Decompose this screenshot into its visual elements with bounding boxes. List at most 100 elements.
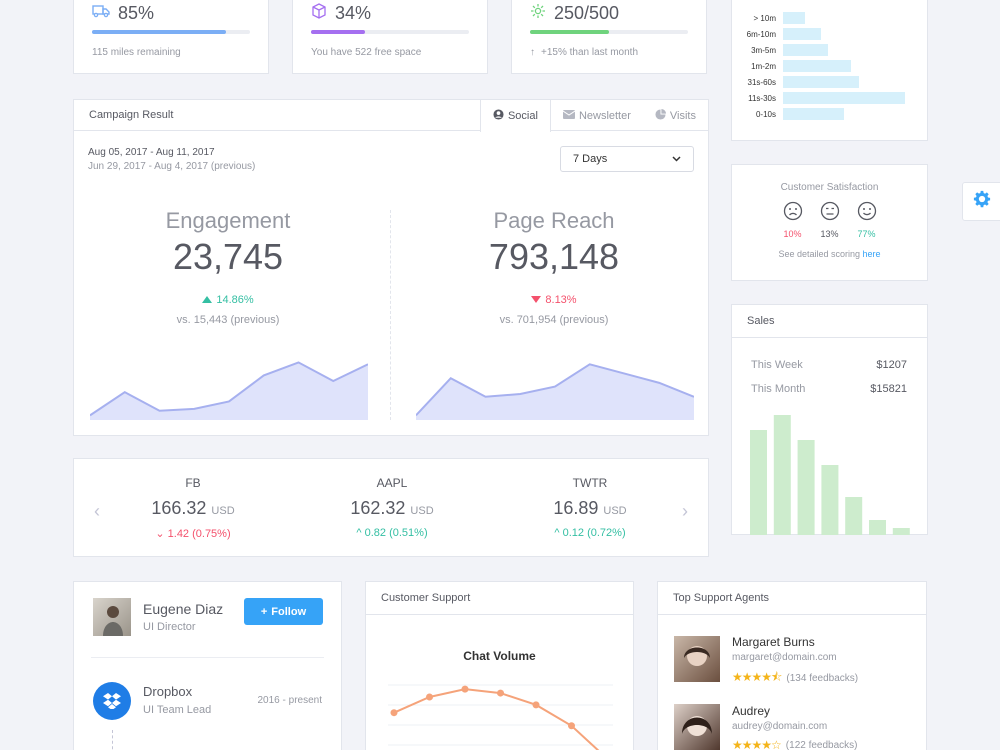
link-prefix: See detailed scoring: [778, 249, 861, 259]
stock-price-row: 166.32 USD: [103, 498, 283, 519]
stat-subtext: You have 522 free space: [311, 47, 422, 58]
metric-previous: vs. 15,443 (previous): [176, 314, 280, 326]
sales-bar: [869, 520, 886, 535]
stock-unit: USD: [410, 505, 434, 517]
chat-volume-point: [461, 685, 469, 693]
sparkline-area: [416, 364, 694, 420]
tab-label: Newsletter: [578, 109, 631, 122]
histogram-bar: [783, 60, 851, 72]
stat-value: 34%: [335, 3, 372, 23]
histogram-row: > 10m: [732, 12, 805, 24]
stat-card-distance: 85% 115 miles remaining: [73, 0, 269, 74]
sparkline-area: [90, 362, 368, 420]
follow-button[interactable]: + Follow: [244, 598, 323, 625]
truck-icon: [92, 4, 110, 23]
stock-unit: USD: [211, 505, 235, 517]
chat-volume-line: [393, 688, 600, 750]
sparkline-line: [416, 363, 694, 417]
chevron-left-icon[interactable]: ‹: [94, 501, 100, 521]
progress-fill: [311, 30, 365, 34]
arrow-up-icon: ↑: [530, 47, 535, 58]
metric-change: 14.86%: [78, 294, 378, 306]
tab-label: Social: [507, 110, 538, 122]
histogram-bar: [783, 92, 905, 104]
stock-symbol: FB: [185, 476, 201, 490]
sales-row: This Week $1207: [751, 359, 907, 371]
agent-rating-row: ★★★★☆ (122 feedbacks): [732, 738, 858, 750]
tab-visits[interactable]: Visits: [643, 100, 708, 131]
divider: [390, 210, 391, 420]
histogram-row: 3m-5m: [732, 44, 828, 56]
metric-label: Engagement: [165, 208, 291, 233]
sales-row: This Month $15821: [751, 383, 907, 395]
settings-button[interactable]: [962, 182, 1000, 221]
stock-price: 166.32: [151, 498, 207, 518]
sales-bar: [845, 497, 863, 535]
stat-subtext: 115 miles remaining: [92, 47, 181, 58]
stock-symbol: TWTR: [572, 476, 608, 490]
profile-name: Eugene Diaz: [143, 601, 224, 617]
stat-card-tasks: 250/500 ↑ +15% than last month: [511, 0, 707, 74]
progress-bar: [530, 30, 688, 34]
metric-page-reach: Page Reach 793,148 8.13% vs. 701,954 (pr…: [404, 208, 704, 326]
metric-change-value: 14.86%: [216, 294, 254, 306]
histogram-row: 1m-2m: [732, 60, 851, 72]
chat-volume-point: [532, 701, 540, 709]
agent-name: Margaret Burns: [732, 635, 815, 649]
chat-volume-chart: [388, 684, 613, 750]
range-select[interactable]: 7 Days: [560, 146, 694, 172]
histogram-label: 0-10s: [755, 109, 776, 119]
stock-change: 0.12 (0.72%): [562, 527, 626, 539]
job-period: 2016 - present: [257, 695, 323, 706]
histogram-bar: [783, 44, 828, 56]
top-support-agents-panel: Top Support Agents Margaret Burns margar…: [657, 581, 927, 750]
timeline-line: [112, 730, 113, 750]
metric-value: 793,148: [488, 236, 620, 277]
sales-label: This Week: [751, 359, 803, 371]
box-icon: [311, 3, 327, 24]
stock-change-row: ⌄ 1.42 (0.75%): [103, 527, 283, 540]
chart-title: Chat Volume: [463, 649, 536, 663]
score-negative: 10%: [782, 201, 804, 239]
scoring-link-row: See detailed scoring here: [732, 249, 927, 259]
stock-price-row: 162.32 USD: [302, 498, 482, 519]
date-current: Aug 05, 2017 - Aug 11, 2017: [88, 147, 215, 158]
sales-bar: [892, 528, 910, 535]
histogram-label: 1m-2m: [751, 61, 776, 71]
chevron-right-icon[interactable]: ›: [682, 501, 688, 521]
histogram-row: 6m-10m: [732, 28, 821, 40]
triangle-down-icon: [531, 294, 542, 306]
meh-icon: [820, 201, 840, 225]
scoring-link[interactable]: here: [862, 249, 881, 259]
agent-feedback: (134 feedbacks): [786, 673, 859, 684]
metric-label: Page Reach: [493, 208, 615, 233]
tab-newsletter[interactable]: Newsletter: [551, 100, 643, 131]
panel-title: Campaign Result: [89, 109, 174, 121]
stock-price-row: 16.89 USD: [500, 498, 680, 519]
stat-subtext-row: ↑ +15% than last month: [530, 47, 638, 58]
smile-icon: [857, 201, 877, 225]
chevron-up-icon: ^: [554, 527, 560, 539]
agent-feedback: (122 feedbacks): [785, 739, 858, 750]
tab-social[interactable]: Social: [479, 100, 551, 132]
stock-ticker: ‹ › FB 166.32 USD ⌄ 1.42 (0.75%) AAPL 16…: [73, 458, 709, 557]
histogram-bar: [783, 28, 821, 40]
histogram-label: 31s-60s: [747, 77, 776, 87]
job-role: UI Team Lead: [143, 704, 212, 716]
stock-unit: USD: [603, 505, 627, 517]
stock-aapl: AAPL 162.32 USD ^ 0.82 (0.51%): [302, 476, 482, 539]
histogram-label: 6m-10m: [746, 29, 776, 39]
score-pct: 77%: [857, 229, 876, 239]
histogram-label: > 10m: [753, 13, 776, 23]
stock-twtr: TWTR 16.89 USD ^ 0.12 (0.72%): [500, 476, 680, 539]
engagement-sparkline: [90, 361, 368, 420]
stat-value: 85%: [118, 3, 155, 23]
avatar: [674, 704, 720, 750]
chat-volume-point: [497, 689, 504, 697]
duration-histogram: > 10m 6m-10m 3m-5m 1m-2m 31s-60s 11s-30s 0-10s: [731, 0, 928, 141]
follow-label: Follow: [271, 605, 307, 618]
histogram-bar: [783, 108, 844, 120]
score-neutral: 13%: [819, 201, 841, 239]
agent-rating-row: ★★★★⯪ (134 feedbacks): [732, 668, 858, 689]
metric-previous: vs. 701,954 (previous): [499, 314, 609, 326]
